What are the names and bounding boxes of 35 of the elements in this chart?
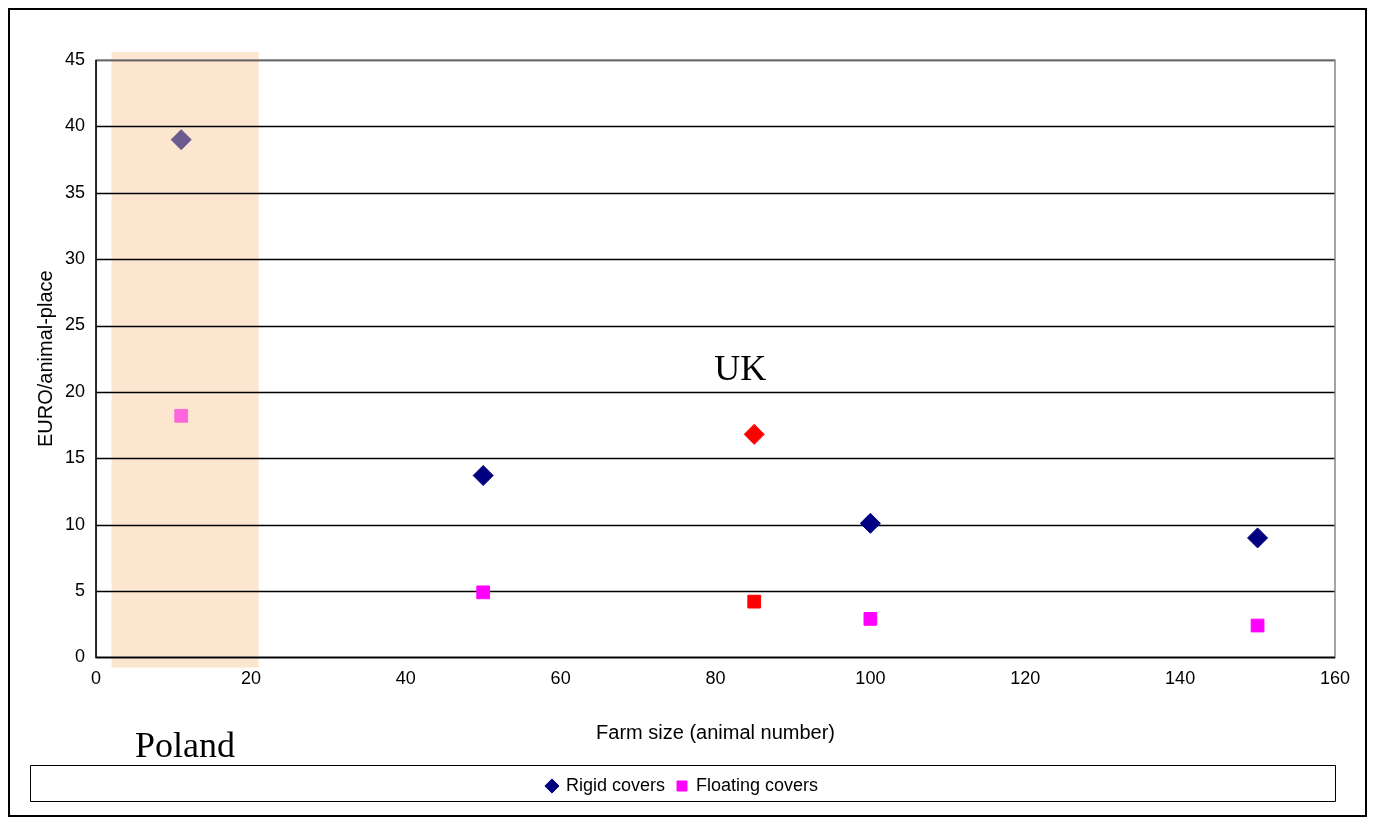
point — [170, 129, 192, 151]
y-tick-label: 35 — [64, 181, 86, 202]
y-tick-label: 5 — [75, 579, 86, 600]
x-tick-label: 100 — [855, 668, 886, 689]
x-axis-title: Farm size (animal number) — [596, 720, 835, 743]
y-tick-label: 0 — [75, 646, 86, 667]
y-tick-label: 45 — [64, 48, 86, 69]
legend-label: Floating covers — [695, 774, 819, 795]
x-tick-label: 140 — [1165, 668, 1196, 689]
y-tick-label: 20 — [64, 380, 86, 401]
point — [472, 465, 494, 487]
y-tick-label: 30 — [64, 248, 86, 269]
y-tick-label: 10 — [64, 513, 86, 534]
x-tick-label: 120 — [1010, 668, 1041, 689]
x-tick-label: 0 — [91, 668, 102, 689]
y-tick-label: 25 — [64, 314, 86, 335]
point — [476, 585, 491, 600]
x-tick-label: 160 — [1319, 668, 1351, 689]
y-tick-label: 15 — [64, 447, 86, 468]
legend-label: Rigid covers — [565, 774, 665, 795]
y-tick-label: 40 — [64, 115, 86, 136]
y-axis-title: EURO/animal-place — [33, 270, 56, 448]
x-tick-label: 40 — [395, 668, 416, 689]
x-tick-label: 20 — [240, 668, 261, 689]
annotation: UK — [714, 348, 767, 389]
point — [1247, 527, 1269, 549]
x-tick-label: 60 — [550, 668, 571, 689]
point — [859, 512, 881, 534]
x-tick-label: 80 — [705, 668, 726, 689]
point — [747, 594, 762, 609]
point — [174, 408, 189, 423]
band-label: Poland — [135, 724, 236, 765]
point — [863, 612, 878, 626]
point — [743, 423, 765, 445]
point — [1250, 618, 1265, 633]
